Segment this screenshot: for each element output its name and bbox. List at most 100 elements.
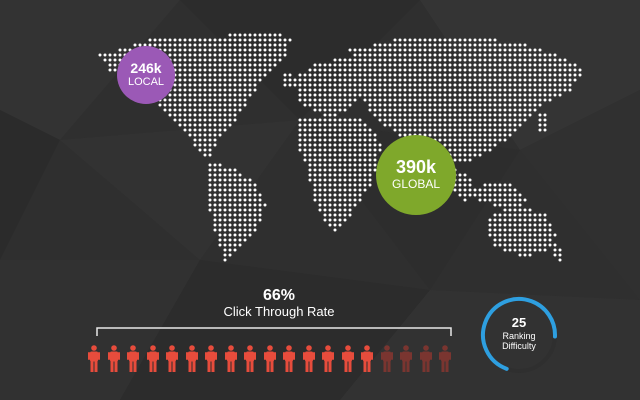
map-dot [353, 73, 357, 77]
map-dot [103, 53, 107, 57]
map-dot [193, 138, 197, 142]
map-dot [458, 143, 462, 147]
map-dot [523, 113, 527, 117]
difficulty-label: Ranking Difficulty [478, 331, 560, 351]
map-dot [228, 63, 232, 67]
map-dot [383, 88, 387, 92]
map-dot [213, 113, 217, 117]
map-dot [438, 83, 442, 87]
map-dot [348, 58, 352, 62]
map-dot [523, 238, 527, 242]
map-dot [243, 43, 247, 47]
map-dot [393, 48, 397, 52]
map-dot [338, 68, 342, 72]
map-dot [433, 113, 437, 117]
map-dot [233, 93, 237, 97]
map-dot [398, 38, 402, 42]
map-dot [333, 178, 337, 182]
map-dot [478, 103, 482, 107]
map-dot [233, 58, 237, 62]
map-dot [538, 48, 542, 52]
map-dot [248, 78, 252, 82]
map-dot [323, 173, 327, 177]
map-dot [333, 63, 337, 67]
map-dot [243, 238, 247, 242]
map-dot [243, 218, 247, 222]
map-dot [208, 133, 212, 137]
map-dot [353, 138, 357, 142]
map-dot [218, 223, 222, 227]
map-dot [353, 193, 357, 197]
map-dot [213, 213, 217, 217]
map-dot [168, 93, 172, 97]
map-dot [438, 38, 442, 42]
map-dot [573, 63, 577, 67]
map-dot [423, 128, 427, 132]
map-dot [473, 93, 477, 97]
map-dot [248, 198, 252, 202]
map-dot [208, 203, 212, 207]
map-dot [183, 88, 187, 92]
map-dot [288, 73, 292, 77]
map-dot [553, 248, 557, 252]
map-dot [413, 53, 417, 57]
map-dot [323, 143, 327, 147]
map-dot [403, 53, 407, 57]
map-dot [578, 73, 582, 77]
map-dot [278, 33, 282, 37]
map-dot [423, 98, 427, 102]
map-dot [258, 48, 262, 52]
map-dot [303, 98, 307, 102]
map-dot [358, 163, 362, 167]
map-dot [488, 43, 492, 47]
map-dot [233, 53, 237, 57]
map-dot [313, 128, 317, 132]
map-dot [563, 83, 567, 87]
map-dot [463, 138, 467, 142]
map-dot [233, 88, 237, 92]
map-dot [508, 193, 512, 197]
map-dot [428, 128, 432, 132]
map-dot [193, 78, 197, 82]
map-dot [388, 58, 392, 62]
map-dot [433, 78, 437, 82]
map-dot [233, 113, 237, 117]
map-dot [173, 58, 177, 62]
map-dot [333, 188, 337, 192]
map-dot [333, 148, 337, 152]
map-dot [498, 118, 502, 122]
map-dot [448, 73, 452, 77]
map-dot [493, 188, 497, 192]
map-dot [228, 218, 232, 222]
map-dot [223, 108, 227, 112]
map-dot [348, 173, 352, 177]
map-dot [208, 58, 212, 62]
map-dot [308, 153, 312, 157]
map-dot [218, 88, 222, 92]
map-dot [353, 118, 357, 122]
map-dot [363, 183, 367, 187]
map-dot [518, 198, 522, 202]
map-dot [373, 133, 377, 137]
map-dot [253, 228, 257, 232]
map-dot [163, 98, 167, 102]
map-dot [338, 88, 342, 92]
map-dot [318, 193, 322, 197]
map-dot [268, 33, 272, 37]
map-dot [318, 98, 322, 102]
people-row [88, 345, 462, 375]
map-dot [348, 143, 352, 147]
map-dot [353, 203, 357, 207]
map-dot [213, 98, 217, 102]
map-dot [328, 153, 332, 157]
map-dot [338, 153, 342, 157]
map-dot [313, 183, 317, 187]
map-dot [533, 108, 537, 112]
map-dot [463, 58, 467, 62]
map-dot [503, 93, 507, 97]
person-icon-active [146, 345, 159, 373]
map-dot [213, 103, 217, 107]
map-dot [473, 153, 477, 157]
map-dot [118, 48, 122, 52]
person-icon-active [283, 345, 295, 373]
